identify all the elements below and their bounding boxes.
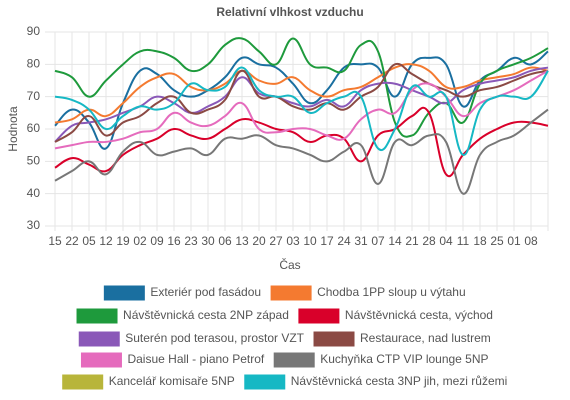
x-tick-label: 13 xyxy=(235,234,249,248)
legend-row: Suterén pod terasou, prostor VZT Restaura… xyxy=(78,331,491,347)
legend-label: Návštěvnická cesta 2NP západ xyxy=(123,308,289,322)
y-tick-label: 70 xyxy=(27,89,41,103)
x-tick-label: 04 xyxy=(439,234,453,248)
series-line xyxy=(54,63,549,124)
legend-swatch xyxy=(76,308,118,324)
x-tick-label: 05 xyxy=(82,234,96,248)
legend-label: Exteriér pod fasádou xyxy=(150,285,261,299)
x-tick-label: 23 xyxy=(184,234,198,248)
legend-swatch xyxy=(270,285,312,301)
legend-row: Exteriér pod fasádou Chodba 1PP sloup u v… xyxy=(103,285,466,301)
legend-swatch xyxy=(313,331,355,347)
y-tick-label: 90 xyxy=(27,24,41,38)
x-tick-label: 21 xyxy=(405,234,419,248)
x-tick-label: 08 xyxy=(524,234,538,248)
series-line xyxy=(54,106,549,178)
x-tick-label: 09 xyxy=(150,234,164,248)
x-tick-label: 01 xyxy=(507,234,521,248)
x-tick-label: 31 xyxy=(354,234,368,248)
x-tick-label: 03 xyxy=(286,234,300,248)
chart-title: Relativní vlhkost vzduchu xyxy=(216,5,363,19)
series-line xyxy=(54,66,549,156)
x-tick-label: 10 xyxy=(303,234,317,248)
x-tick-label: 20 xyxy=(252,234,266,248)
legend-label: Chodba 1PP sloup u výtahu xyxy=(317,285,466,299)
series-line xyxy=(54,69,549,150)
x-tick-label: 02 xyxy=(133,234,147,248)
x-axis-title: Čas xyxy=(279,257,300,272)
legend-swatch xyxy=(78,331,120,347)
legend-swatch xyxy=(103,285,145,301)
x-tick-label: 11 xyxy=(457,234,470,248)
legend-label: Kancelář komisaře 5NP xyxy=(109,374,235,388)
y-tick-label: 40 xyxy=(27,186,41,200)
x-tick-label: 15 xyxy=(48,234,62,248)
x-tick-label: 28 xyxy=(422,234,436,248)
x-tick-label: 17 xyxy=(320,234,334,248)
y-axis-title: Hodnota xyxy=(6,106,20,152)
legend-swatch xyxy=(62,374,104,390)
legend-label: Návštěvnická cesta 3NP jih, mezi růžemi xyxy=(291,374,508,388)
x-tick-label: 06 xyxy=(218,234,232,248)
series-line xyxy=(54,37,549,138)
legend-row: Daisue Hall - piano Petrof Kuchyňka CTP V… xyxy=(80,352,489,368)
legend-swatch xyxy=(244,374,286,390)
x-tick-label: 24 xyxy=(337,234,351,248)
y-tick-label: 30 xyxy=(27,218,41,232)
y-tick-label: 50 xyxy=(27,154,41,168)
y-tick-label: 60 xyxy=(27,121,41,135)
series-line xyxy=(54,62,549,143)
series-line xyxy=(54,50,549,150)
legend-label: Návštěvnická cesta, východ xyxy=(345,308,493,322)
series-line xyxy=(54,108,549,195)
x-tick-label: 30 xyxy=(201,234,215,248)
x-tick-label: 16 xyxy=(167,234,181,248)
x-tick-label: 12 xyxy=(99,234,113,248)
legend-row: Návštěvnická cesta 2NP západ Návštěvnická… xyxy=(76,308,493,324)
x-tick-label: 27 xyxy=(269,234,283,248)
y-tick-label: 80 xyxy=(27,57,41,71)
x-tick-label: 25 xyxy=(490,234,504,248)
legend-label: Suterén pod terasou, prostor VZT xyxy=(125,331,304,345)
x-tick-label: 19 xyxy=(116,234,130,248)
legend-swatch xyxy=(80,352,122,368)
legend-swatch xyxy=(298,308,340,324)
x-tick-label: 07 xyxy=(371,234,385,248)
x-tick-label: 14 xyxy=(388,234,402,248)
legend-swatch xyxy=(273,352,315,368)
legend-row: Kancelář komisaře 5NP Návštěvnická cesta … xyxy=(62,374,508,390)
legend-label: Kuchyňka CTP VIP lounge 5NP xyxy=(320,352,488,366)
x-tick-label: 22 xyxy=(65,234,79,248)
legend-label: Daisue Hall - piano Petrof xyxy=(127,352,264,366)
x-tick-label: 18 xyxy=(473,234,487,248)
legend-label: Restaurace, nad lustrem xyxy=(360,331,491,345)
